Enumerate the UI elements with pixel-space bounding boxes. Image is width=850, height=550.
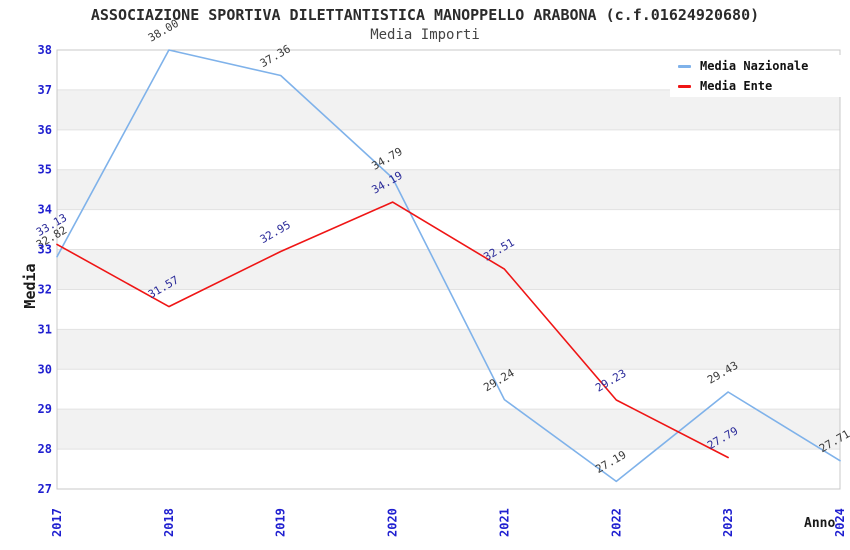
- plot-band: [57, 409, 840, 450]
- x-tick-label: 2022: [609, 508, 623, 537]
- plot-band: [57, 209, 840, 250]
- y-tick-label: 33: [38, 243, 52, 257]
- data-label-media-nazionale: 38.00: [146, 17, 181, 45]
- y-tick-label: 28: [38, 442, 52, 456]
- series-line-media-ente: [56, 201, 729, 459]
- plot-band: [57, 129, 840, 170]
- legend-swatch-media-nazionale: [678, 64, 691, 68]
- y-tick-label: 30: [38, 362, 52, 376]
- y-tick-label: 34: [38, 203, 52, 217]
- y-tick-label: 29: [38, 402, 52, 416]
- x-tick-label: 2023: [721, 508, 735, 537]
- plot-band: [57, 329, 840, 370]
- y-tick-label: 37: [38, 83, 52, 97]
- y-tick-label: 38: [38, 43, 52, 57]
- legend-label-media-ente: Media Ente: [700, 79, 773, 93]
- chart-title: ASSOCIAZIONE SPORTIVA DILETTANTISTICA MA…: [90, 6, 760, 24]
- x-tick-label: 2024: [833, 508, 847, 537]
- y-tick-label: 32: [38, 282, 52, 296]
- y-tick-label: 36: [38, 123, 52, 137]
- x-tick-label: 2021: [497, 508, 511, 537]
- legend: Media Nazionale Media Ente: [670, 55, 842, 97]
- chart-subtitle: Media Importi: [370, 27, 480, 43]
- legend-label-media-nazionale: Media Nazionale: [700, 59, 809, 73]
- legend-item-media-nazionale: Media Nazionale: [670, 58, 842, 74]
- plot-frame: [56, 49, 841, 490]
- y-axis-title: Media: [21, 263, 39, 309]
- legend-swatch-media-ente: [678, 84, 691, 88]
- plot-band: [57, 169, 840, 210]
- y-tick-label: 35: [38, 163, 52, 177]
- plot-band: [57, 289, 840, 330]
- x-tick-label: 2018: [162, 508, 176, 537]
- y-tick-label: 31: [38, 322, 52, 336]
- legend-item-media-ente: Media Ente: [670, 78, 842, 94]
- x-tick-label: 2019: [274, 508, 288, 537]
- x-tick-label: 2020: [386, 508, 400, 537]
- plot-band: [57, 449, 840, 489]
- x-tick-label: 2017: [50, 508, 64, 537]
- plot-band: [57, 249, 840, 290]
- series-line-media-nazionale: [56, 49, 841, 483]
- y-tick-label: 27: [38, 482, 52, 496]
- plot-band: [57, 369, 840, 410]
- x-axis-title: Anno: [804, 516, 836, 531]
